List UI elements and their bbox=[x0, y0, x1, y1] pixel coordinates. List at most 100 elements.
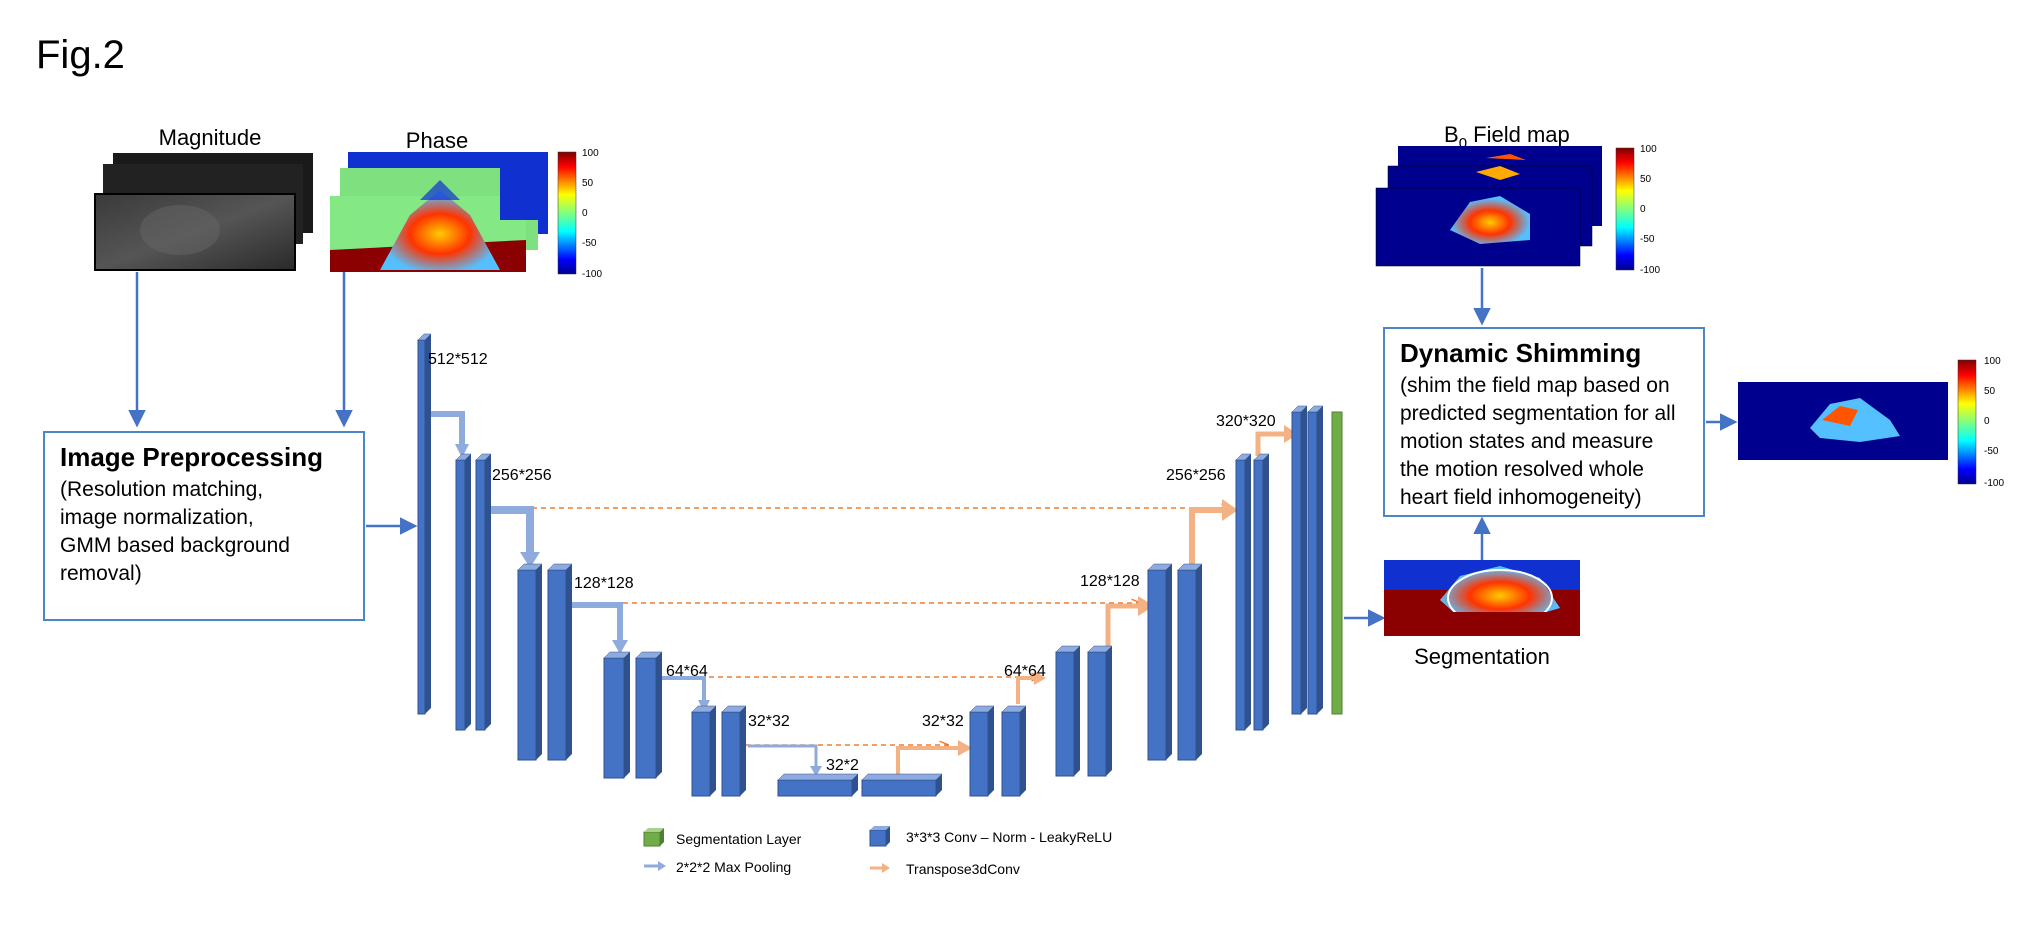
magnitude-image-stack bbox=[94, 153, 313, 271]
dim-label-up-128: 128*128 bbox=[1080, 573, 1140, 590]
dim-label-up-256: 256*256 bbox=[1166, 467, 1226, 484]
dim-label-up-64: 64*64 bbox=[1004, 663, 1046, 680]
conv-block-side bbox=[656, 652, 662, 778]
shimming-title: Dynamic Shimming bbox=[1400, 338, 1641, 368]
conv-block-side bbox=[740, 706, 746, 796]
conv-block-side bbox=[566, 564, 572, 760]
conv-block-front bbox=[1177, 569, 1197, 761]
phase-colorbar-tick: 50 bbox=[582, 178, 594, 189]
conv-block-side bbox=[624, 652, 630, 778]
conv-block-side bbox=[710, 706, 716, 796]
conv-block-front bbox=[547, 569, 567, 761]
shimming-line: motion states and measure bbox=[1400, 430, 1653, 453]
conv-block-front bbox=[417, 339, 426, 715]
conv-block-front bbox=[1253, 459, 1264, 731]
output-colorbar-tick: 0 bbox=[1984, 416, 1990, 427]
phase-colorbar-tick: -100 bbox=[582, 269, 602, 280]
conv-block bbox=[1235, 453, 1252, 731]
conv-block-side bbox=[465, 454, 471, 730]
legend-pool-icon bbox=[644, 861, 666, 871]
dim-label-64: 64*64 bbox=[666, 663, 708, 680]
conv-block-front bbox=[777, 779, 853, 797]
conv-block-side bbox=[1245, 454, 1251, 730]
conv-block bbox=[861, 773, 943, 797]
upsample-arrows bbox=[896, 425, 1298, 778]
conv-block bbox=[721, 705, 747, 797]
conv-block-side bbox=[1074, 646, 1080, 776]
transpose-conv-arrow bbox=[1016, 676, 1036, 704]
pooling-arrows bbox=[424, 411, 822, 776]
conv-block-side bbox=[1317, 406, 1323, 714]
legend-pool-label: 2*2*2 Max Pooling bbox=[676, 859, 791, 875]
conv-block-side bbox=[988, 706, 994, 796]
magnitude-label: Magnitude bbox=[159, 125, 262, 150]
output-colorbar-tick: 50 bbox=[1984, 386, 1996, 397]
conv-block bbox=[1001, 705, 1027, 797]
conv-block bbox=[475, 453, 492, 731]
legend-seg-layer-icon bbox=[643, 828, 664, 847]
conv-block bbox=[1253, 453, 1270, 731]
conv-block-side bbox=[1166, 564, 1172, 760]
output-colorbar-tick: -100 bbox=[1984, 478, 2004, 489]
conv-block bbox=[1307, 405, 1324, 715]
field-map-colorbar: 100 50 0 -50 -100 bbox=[1615, 144, 1660, 276]
conv-block bbox=[417, 333, 432, 715]
conv-block-front bbox=[691, 711, 711, 797]
conv-block-front bbox=[455, 459, 466, 731]
skip-connections bbox=[496, 508, 1230, 745]
figure-label: Fig.2 bbox=[36, 33, 125, 77]
legend-seg-layer-label: Segmentation Layer bbox=[676, 831, 802, 847]
conv-block-side bbox=[852, 774, 858, 796]
field-map-image-stack bbox=[1375, 146, 1602, 267]
conv-block-top bbox=[777, 773, 859, 781]
shimming-line: heart field inhomogeneity) bbox=[1400, 486, 1642, 509]
dimension-labels: 512*512 256*256 128*128 64*64 32*32 32*2… bbox=[428, 351, 1276, 774]
dim-label-256: 256*256 bbox=[492, 467, 552, 484]
conv-block-side bbox=[936, 774, 942, 796]
conv-block-front bbox=[1147, 569, 1167, 761]
conv-block-front bbox=[475, 459, 486, 731]
segmentation-layer-block bbox=[1331, 411, 1343, 715]
legend: Segmentation Layer 2*2*2 Max Pooling 3*3… bbox=[643, 826, 1112, 877]
field-map-colorbar-tick: -100 bbox=[1640, 265, 1660, 276]
conv-block bbox=[547, 563, 573, 761]
phase-colorbar-tick: 0 bbox=[582, 208, 588, 219]
conv-block-front bbox=[1055, 651, 1075, 777]
dim-label-up-320: 320*320 bbox=[1216, 413, 1276, 430]
conv-block-front bbox=[1307, 411, 1318, 715]
segmentation-image bbox=[1384, 560, 1580, 636]
preprocessing-box: Image Preprocessing (Resolution matching… bbox=[43, 431, 365, 621]
max-pooling-arrow bbox=[424, 411, 465, 446]
conv-block-front bbox=[861, 779, 937, 797]
conv-block-front bbox=[721, 711, 741, 797]
conv-block-side bbox=[1301, 406, 1307, 714]
conv-block bbox=[635, 651, 663, 779]
preprocessing-title: Image Preprocessing bbox=[60, 442, 323, 472]
conv-block-side bbox=[1196, 564, 1202, 760]
phase-colorbar-tick: -50 bbox=[582, 238, 597, 249]
legend-conv-icon bbox=[869, 826, 890, 847]
output-colorbar: 100 50 0 -50 -100 bbox=[1957, 356, 2004, 489]
conv-block bbox=[1147, 563, 1173, 761]
conv-block-front bbox=[1235, 459, 1246, 731]
field-map-colorbar-tick: 50 bbox=[1640, 174, 1652, 185]
transpose-conv-arrow bbox=[896, 746, 960, 778]
dim-label-128: 128*128 bbox=[574, 575, 634, 592]
transpose-conv-arrow bbox=[1105, 603, 1140, 650]
conv-block-front bbox=[1291, 411, 1302, 715]
dim-label-32x2: 32*2 bbox=[826, 757, 859, 774]
conv-block-side bbox=[1106, 646, 1112, 776]
conv-block bbox=[455, 453, 472, 731]
conv-block-side bbox=[485, 454, 491, 730]
conv-block-front bbox=[603, 657, 625, 779]
shimming-line: (shim the field map based on bbox=[1400, 374, 1670, 397]
conv-block-front bbox=[1001, 711, 1021, 797]
transpose-conv-arrow bbox=[1189, 507, 1224, 566]
preprocessing-line: image normalization, bbox=[60, 506, 254, 529]
conv-block bbox=[1177, 563, 1203, 761]
phase-label: Phase bbox=[406, 128, 468, 153]
field-map-label: B0 Field map bbox=[1444, 122, 1570, 152]
conv-block bbox=[1055, 645, 1081, 777]
phase-colorbar: 100 50 0 -50 -100 bbox=[557, 148, 602, 280]
